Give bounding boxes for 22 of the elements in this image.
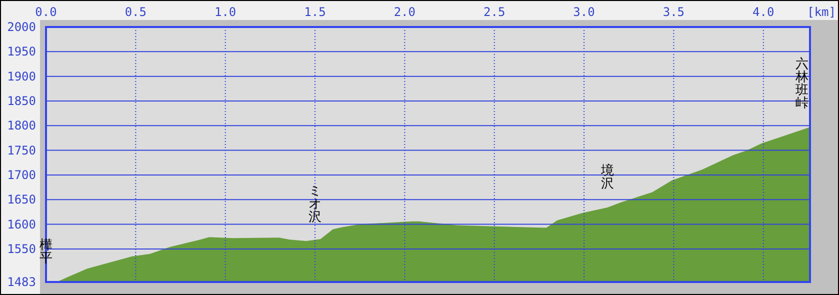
- y-tick-label: 1700: [7, 168, 36, 182]
- x-tick-label: 3.5: [662, 5, 685, 19]
- y-tick-label: 1550: [7, 242, 36, 256]
- x-tick-label: 1.0: [214, 5, 236, 19]
- x-tick-label: 1.5: [304, 5, 326, 19]
- y-tick-label: 1850: [7, 94, 36, 108]
- y-tick-label: 1750: [7, 143, 36, 158]
- y-tick-label: 1900: [7, 69, 36, 84]
- x-tick-label: 3.0: [573, 5, 595, 19]
- x-tick-label: 0.5: [124, 5, 147, 19]
- x-tick-label: 2.5: [484, 5, 506, 19]
- y-tick-label: 1483: [7, 275, 36, 289]
- annotation: ミオ沢: [308, 184, 322, 226]
- x-axis-title: [km]: [807, 5, 836, 19]
- x-tick-label: 4.0: [752, 5, 774, 19]
- y-tick-label: 1800: [7, 118, 36, 133]
- y-tick-label: 1600: [7, 217, 36, 232]
- y-tick-label: 1950: [7, 44, 36, 59]
- x-tick-label: 2.0: [394, 5, 416, 19]
- x-tick-label: 0.0: [35, 5, 57, 19]
- y-tick-label: 2000: [7, 20, 36, 34]
- y-tick-label: 1650: [7, 192, 36, 207]
